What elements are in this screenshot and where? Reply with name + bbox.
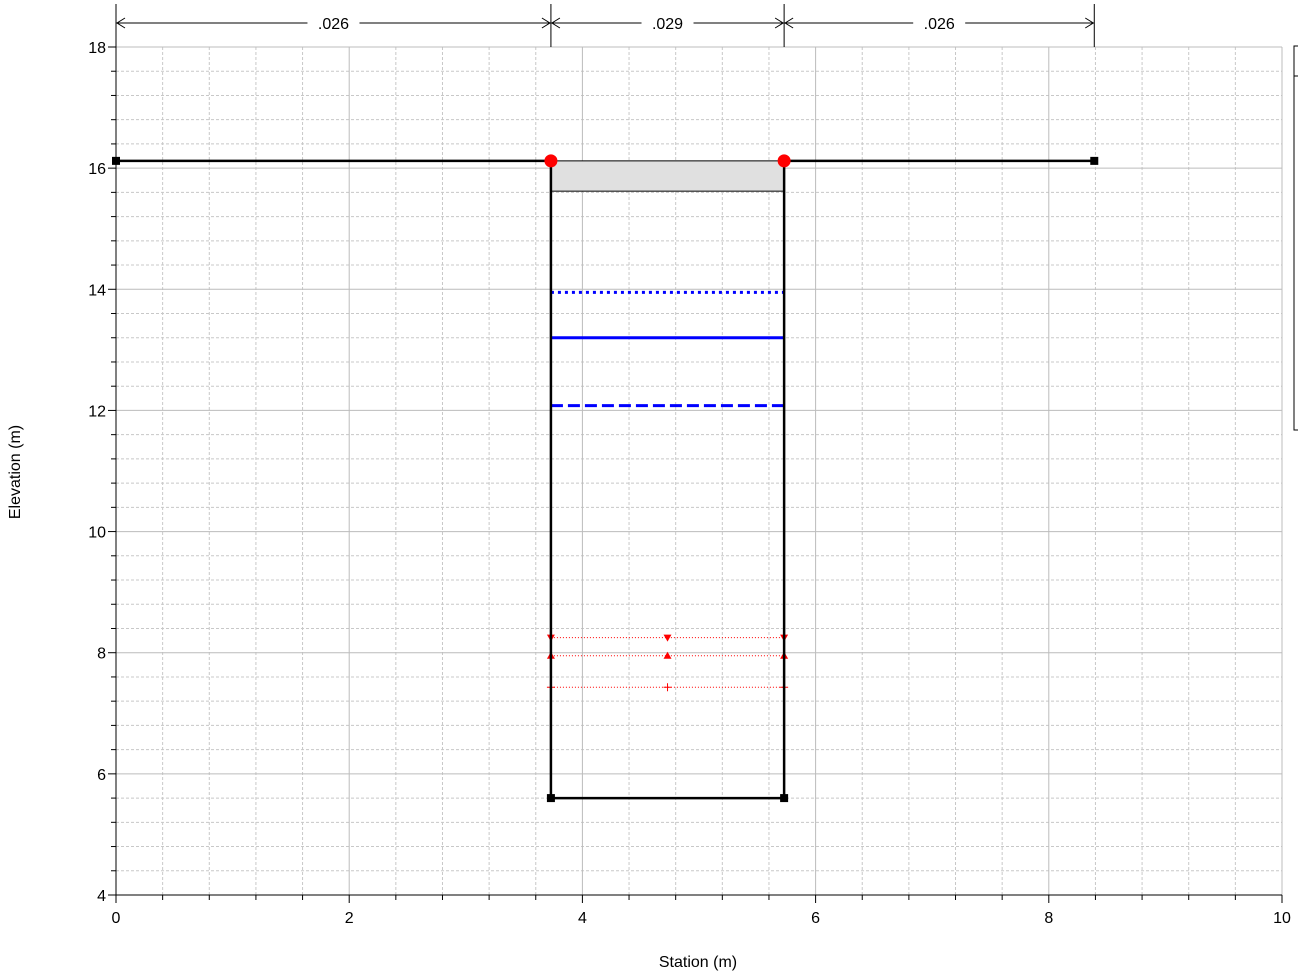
n-arrow-left [784,17,794,29]
ground-point-marker [1090,156,1099,165]
x-tick-label: 6 [811,910,820,927]
ticks: 0 2 4 6 8 10 4 6 8 10 12 14 16 18 [88,40,1291,927]
y-tick-label: 10 [88,525,106,542]
x-axis-title: Station (m) [659,954,737,971]
x-tick-label: 0 [112,910,121,927]
ground-point-marker [780,794,789,803]
x-tick-label: 4 [578,910,587,927]
ground-channel [549,160,786,800]
legend-box [1293,45,1298,431]
manning-n-label: .026 [924,16,955,33]
y-tick-label: 4 [97,888,106,905]
triangle-up-marker [663,651,672,659]
y-tick-label: 14 [88,282,106,299]
y-tick-label: 6 [97,767,106,784]
ground-point-marker [546,794,555,803]
n-arrow-left [550,17,561,29]
y-axis-title: Elevation (m) [7,425,24,519]
water-surfaces [550,290,785,408]
x-tick-label: 8 [1044,910,1053,927]
n-arrow-left [116,17,126,29]
n-arrow-right [1085,17,1095,29]
x-tick-label: 2 [345,910,354,927]
y-tick-label: 8 [97,646,106,663]
manning-n-annotations: .026 .029 .026 [115,4,1095,47]
n-arrow-right [774,17,785,29]
y-tick-label: 16 [88,161,106,178]
bank-station-marker [544,154,558,168]
triangle-down-marker [663,634,672,642]
bridge-deck [550,160,785,192]
deck-rect [550,160,785,192]
minor-grid [116,47,1282,895]
n-arrow-right [541,17,551,29]
bank-station-marker [777,154,791,168]
axes [115,47,1282,896]
x-tick-label: 10 [1273,910,1291,927]
manning-n-label: .026 [318,16,349,33]
y-tick-label: 12 [88,403,106,420]
manning-n-label: .029 [652,16,683,33]
y-tick-label: 18 [88,40,106,57]
ground-profile [116,159,1095,800]
ground-markers [112,154,1099,803]
